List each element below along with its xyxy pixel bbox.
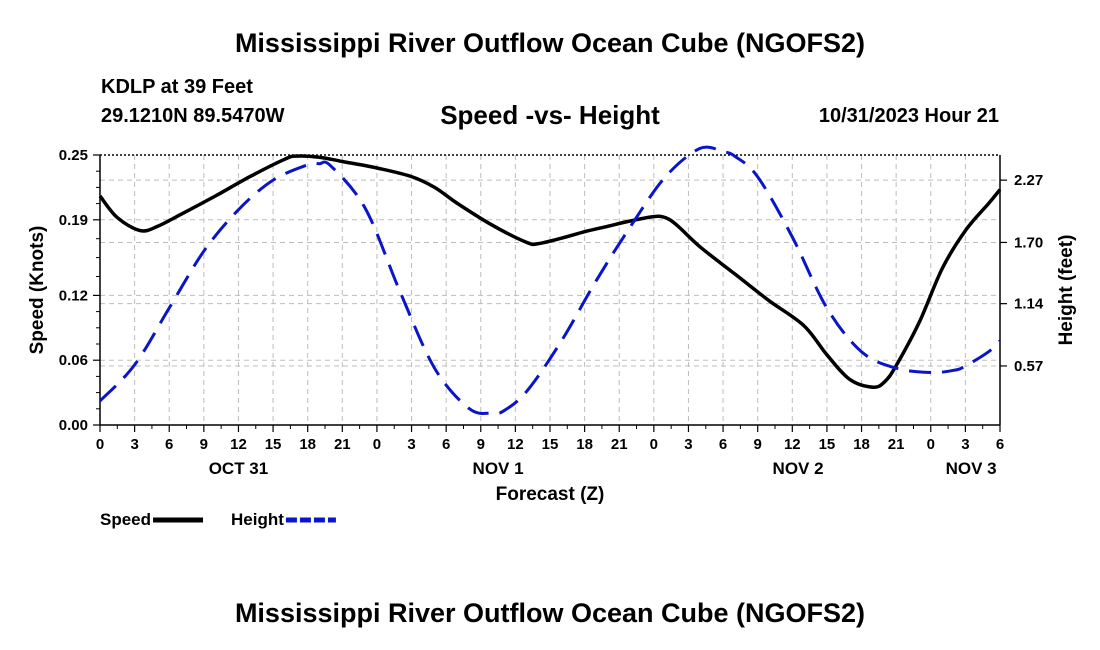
x-tick-label: 15 xyxy=(265,436,282,453)
y-tick-label: 0.19 xyxy=(59,212,88,229)
x-tick-label: 6 xyxy=(996,436,1004,453)
x-tick-label: 9 xyxy=(200,436,208,453)
x-tick-label: 9 xyxy=(754,436,762,453)
x-tick-label: 0 xyxy=(373,436,381,453)
x-tick-label: 12 xyxy=(784,436,801,453)
y-tick-label: 0.06 xyxy=(59,352,88,369)
x-tick-label: 21 xyxy=(611,436,628,453)
x-tick-label: 3 xyxy=(961,436,969,453)
station-label: KDLP at 39 Feet xyxy=(101,76,253,98)
y-tick-label: 0.12 xyxy=(59,287,88,304)
x-axis-title: Forecast (Z) xyxy=(496,484,605,505)
y-axis-title: Speed (Knots) xyxy=(27,226,48,355)
station-coordinates: 29.1210N 89.5470W xyxy=(101,105,285,127)
legend-label: Speed xyxy=(100,510,151,529)
x-tick-label: 21 xyxy=(888,436,905,453)
x-tick-label: 18 xyxy=(299,436,316,453)
height-series-line xyxy=(98,145,1002,415)
y2-tick-label: 2.27 xyxy=(1014,172,1043,189)
x-tick-label: 15 xyxy=(542,436,559,453)
date-label: NOV 3 xyxy=(946,459,997,478)
x-tick-label: 0 xyxy=(650,436,658,453)
x-tick-label: 21 xyxy=(334,436,351,453)
forecast-datetime: 10/31/2023 Hour 21 xyxy=(818,105,999,127)
x-tick-label: 15 xyxy=(819,436,836,453)
x-tick-label: 12 xyxy=(230,436,247,453)
y-tick-label: 0.25 xyxy=(59,147,88,164)
y-tick-label: 0.00 xyxy=(59,417,88,434)
chart-axes xyxy=(93,154,1007,432)
chart-labels: 0 3 6 9 12 15 18 21 0 3 6 9 12 15 18 21 0 3 6 9 12 15 18 21 0 3 6 0… xyxy=(27,147,1077,505)
footer-title: Mississippi River Outflow Ocean Cube (NG… xyxy=(234,598,866,628)
y2-tick-label: 1.70 xyxy=(1014,234,1043,251)
x-tick-label: 18 xyxy=(853,436,870,453)
chart-grid xyxy=(100,155,1000,425)
y2-tick-label: 0.57 xyxy=(1014,358,1043,375)
x-tick-label: 12 xyxy=(507,436,524,453)
x-tick-label: 18 xyxy=(576,436,593,453)
chart-series xyxy=(98,145,1002,415)
x-tick-label: 3 xyxy=(407,436,415,453)
legend-label: Height xyxy=(231,510,284,529)
y2-tick-label: 1.14 xyxy=(1014,296,1044,313)
y2-axis-title: Height (feet) xyxy=(1056,235,1077,346)
chart-title: Mississippi River Outflow Ocean Cube (NG… xyxy=(234,28,866,58)
x-tick-label: 0 xyxy=(927,436,935,453)
chart-legend: Speed Height xyxy=(100,510,336,529)
x-tick-label: 3 xyxy=(684,436,692,453)
x-tick-label: 9 xyxy=(477,436,485,453)
chart-subtitle: Speed -vs- Height xyxy=(440,100,660,130)
x-tick-label: 3 xyxy=(130,436,138,453)
speed-height-chart: 0 3 6 9 12 15 18 21 0 3 6 9 12 15 18 21 0 3 6 9 12 15 18 21 0 3 6 0… xyxy=(27,145,1077,529)
x-tick-label: 6 xyxy=(719,436,727,453)
date-label: NOV 1 xyxy=(473,459,524,478)
date-label: NOV 2 xyxy=(773,459,824,478)
date-label: OCT 31 xyxy=(209,459,269,478)
x-tick-label: 6 xyxy=(442,436,450,453)
x-tick-label: 0 xyxy=(96,436,104,453)
x-tick-label: 6 xyxy=(165,436,173,453)
speed-series-line xyxy=(98,154,1002,389)
